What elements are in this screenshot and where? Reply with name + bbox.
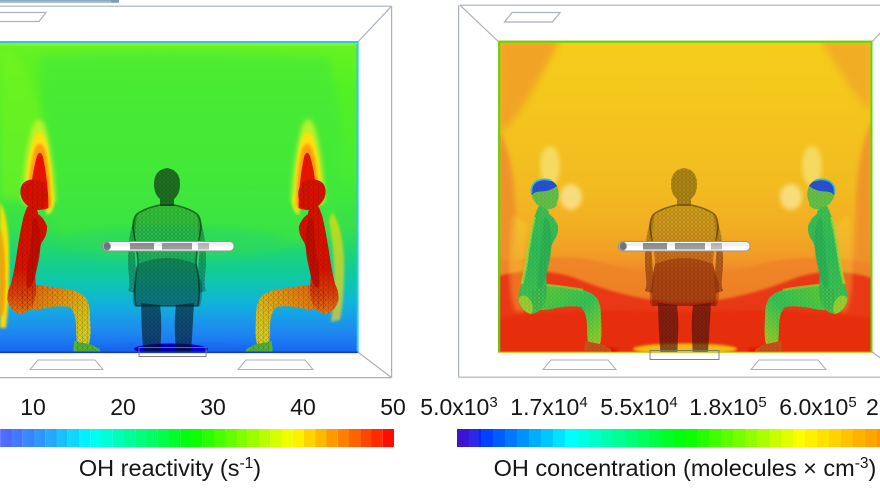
svg-text:5.5x104: 5.5x104 [600, 394, 677, 420]
svg-text:1.7x104: 1.7x104 [510, 394, 587, 420]
svg-text:2: 2 [866, 394, 879, 420]
svg-text:OH concentration (molecules ×: OH concentration (molecules × cm-3) [494, 455, 877, 481]
svg-text:40: 40 [290, 394, 316, 420]
svg-text:1.8x105: 1.8x105 [689, 394, 766, 420]
svg-text:OH reactivity (s-1): OH reactivity (s-1) [79, 455, 261, 481]
svg-text:6.0x105: 6.0x105 [779, 394, 856, 420]
svg-text:30: 30 [200, 394, 226, 420]
svg-text:10: 10 [20, 394, 46, 420]
svg-text:5.0x103: 5.0x103 [420, 394, 497, 420]
svg-text:50: 50 [380, 394, 406, 420]
svg-text:20: 20 [110, 394, 136, 420]
